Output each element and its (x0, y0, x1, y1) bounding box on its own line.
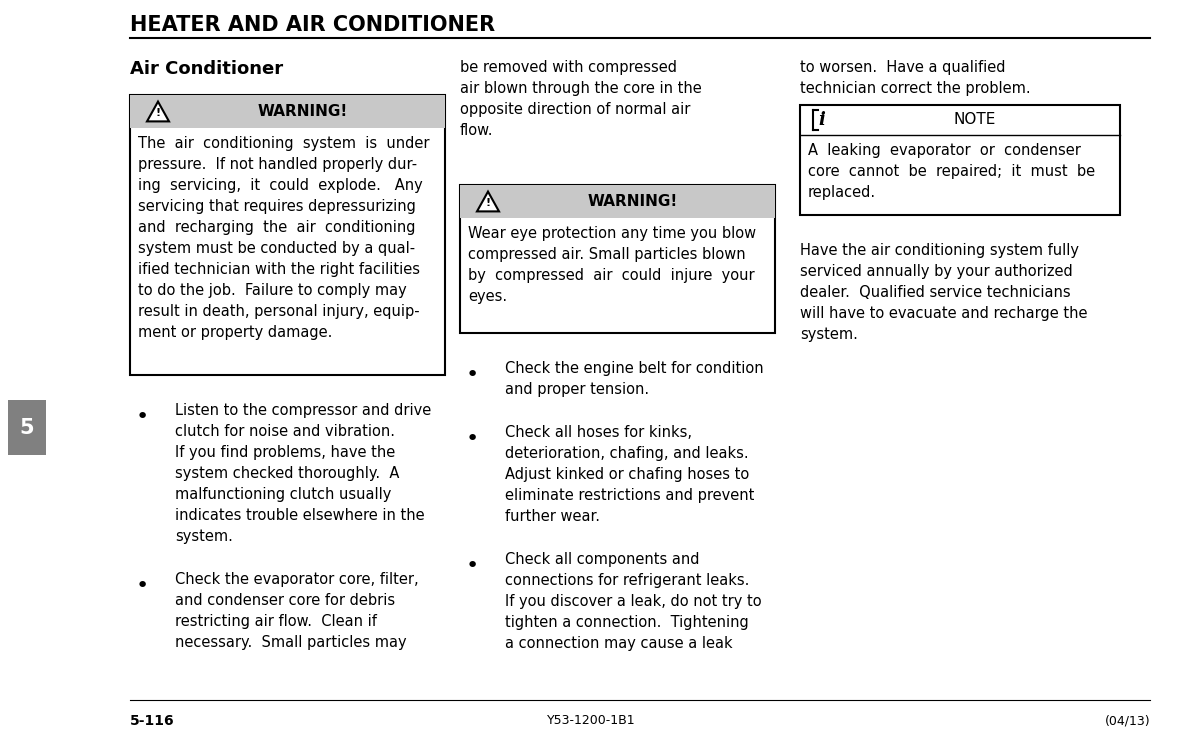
Text: •: • (136, 576, 149, 596)
Text: system.: system. (175, 529, 233, 544)
Text: •: • (466, 556, 479, 576)
Text: Listen to the compressor and drive: Listen to the compressor and drive (175, 403, 431, 418)
Text: by  compressed  air  could  injure  your: by compressed air could injure your (468, 268, 754, 283)
Text: compressed air. Small particles blown: compressed air. Small particles blown (468, 247, 746, 262)
Bar (130, 95, 444, 128)
Bar (460, 185, 775, 218)
Text: i: i (819, 111, 825, 129)
Text: ment or property damage.: ment or property damage. (138, 325, 332, 340)
Text: NOTE: NOTE (954, 113, 996, 127)
Text: will have to evacuate and recharge the: will have to evacuate and recharge the (800, 306, 1087, 321)
Text: Air Conditioner: Air Conditioner (130, 60, 284, 78)
Text: Y53-1200-1B1: Y53-1200-1B1 (547, 714, 635, 727)
Bar (460, 185, 775, 333)
Text: opposite direction of normal air: opposite direction of normal air (460, 102, 690, 117)
Text: The  air  conditioning  system  is  under: The air conditioning system is under (138, 136, 429, 151)
Text: ing  servicing,  it  could  explode.   Any: ing servicing, it could explode. Any (138, 178, 423, 193)
Text: eliminate restrictions and prevent: eliminate restrictions and prevent (505, 488, 754, 503)
Text: necessary.  Small particles may: necessary. Small particles may (175, 635, 407, 650)
Text: Check the engine belt for condition: Check the engine belt for condition (505, 361, 764, 376)
Text: ified technician with the right facilities: ified technician with the right faciliti… (138, 262, 420, 277)
Text: further wear.: further wear. (505, 509, 600, 524)
Text: serviced annually by your authorized: serviced annually by your authorized (800, 264, 1073, 279)
Text: connections for refrigerant leaks.: connections for refrigerant leaks. (505, 573, 749, 588)
Text: If you discover a leak, do not try to: If you discover a leak, do not try to (505, 594, 761, 609)
Text: system checked thoroughly.  A: system checked thoroughly. A (175, 466, 400, 481)
Text: !: ! (156, 108, 161, 118)
Text: be removed with compressed: be removed with compressed (460, 60, 677, 75)
Text: restricting air flow.  Clean if: restricting air flow. Clean if (175, 614, 377, 629)
Bar (8, 400, 46, 455)
Text: and proper tension.: and proper tension. (505, 382, 649, 397)
Text: HEATER AND AIR CONDITIONER: HEATER AND AIR CONDITIONER (130, 15, 495, 35)
Text: WARNING!: WARNING! (258, 104, 348, 119)
Text: (04/13): (04/13) (1104, 714, 1150, 727)
Text: a connection may cause a leak: a connection may cause a leak (505, 636, 733, 651)
Text: 5: 5 (20, 417, 34, 438)
Text: !: ! (486, 198, 491, 207)
Text: Check all components and: Check all components and (505, 552, 700, 567)
Text: eyes.: eyes. (468, 289, 507, 304)
Text: to worsen.  Have a qualified: to worsen. Have a qualified (800, 60, 1006, 75)
Text: air blown through the core in the: air blown through the core in the (460, 81, 702, 96)
Text: and condenser core for debris: and condenser core for debris (175, 593, 395, 608)
Text: •: • (466, 365, 479, 385)
Text: servicing that requires depressurizing: servicing that requires depressurizing (138, 199, 416, 214)
Text: to do the job.  Failure to comply may: to do the job. Failure to comply may (138, 283, 407, 298)
Text: If you find problems, have the: If you find problems, have the (175, 445, 395, 460)
Text: WARNING!: WARNING! (587, 194, 677, 209)
Text: Have the air conditioning system fully: Have the air conditioning system fully (800, 243, 1079, 258)
Text: system must be conducted by a qual-: system must be conducted by a qual- (138, 241, 415, 256)
Text: core  cannot  be  repaired;  it  must  be: core cannot be repaired; it must be (808, 164, 1096, 179)
Text: flow.: flow. (460, 123, 494, 138)
Text: 5-116: 5-116 (130, 714, 175, 728)
Text: malfunctioning clutch usually: malfunctioning clutch usually (175, 487, 391, 502)
Bar (130, 95, 444, 375)
Text: •: • (466, 429, 479, 449)
Text: tighten a connection.  Tightening: tighten a connection. Tightening (505, 615, 748, 630)
Text: Check the evaporator core, filter,: Check the evaporator core, filter, (175, 572, 418, 587)
Text: technician correct the problem.: technician correct the problem. (800, 81, 1031, 96)
Text: system.: system. (800, 327, 858, 342)
Text: Adjust kinked or chafing hoses to: Adjust kinked or chafing hoses to (505, 467, 749, 482)
Text: result in death, personal injury, equip-: result in death, personal injury, equip- (138, 304, 420, 319)
Text: replaced.: replaced. (808, 185, 876, 200)
Text: •: • (136, 407, 149, 427)
Text: Wear eye protection any time you blow: Wear eye protection any time you blow (468, 226, 756, 241)
Text: dealer.  Qualified service technicians: dealer. Qualified service technicians (800, 285, 1071, 300)
Text: A  leaking  evaporator  or  condenser: A leaking evaporator or condenser (808, 143, 1080, 158)
Text: clutch for noise and vibration.: clutch for noise and vibration. (175, 424, 395, 439)
Text: deterioration, chafing, and leaks.: deterioration, chafing, and leaks. (505, 446, 748, 461)
Text: and  recharging  the  air  conditioning: and recharging the air conditioning (138, 220, 416, 235)
Text: Check all hoses for kinks,: Check all hoses for kinks, (505, 425, 691, 440)
Bar (800, 105, 1121, 215)
Polygon shape (147, 102, 169, 122)
Polygon shape (478, 192, 499, 212)
Text: indicates trouble elsewhere in the: indicates trouble elsewhere in the (175, 508, 424, 523)
Text: pressure.  If not handled properly dur-: pressure. If not handled properly dur- (138, 157, 417, 172)
